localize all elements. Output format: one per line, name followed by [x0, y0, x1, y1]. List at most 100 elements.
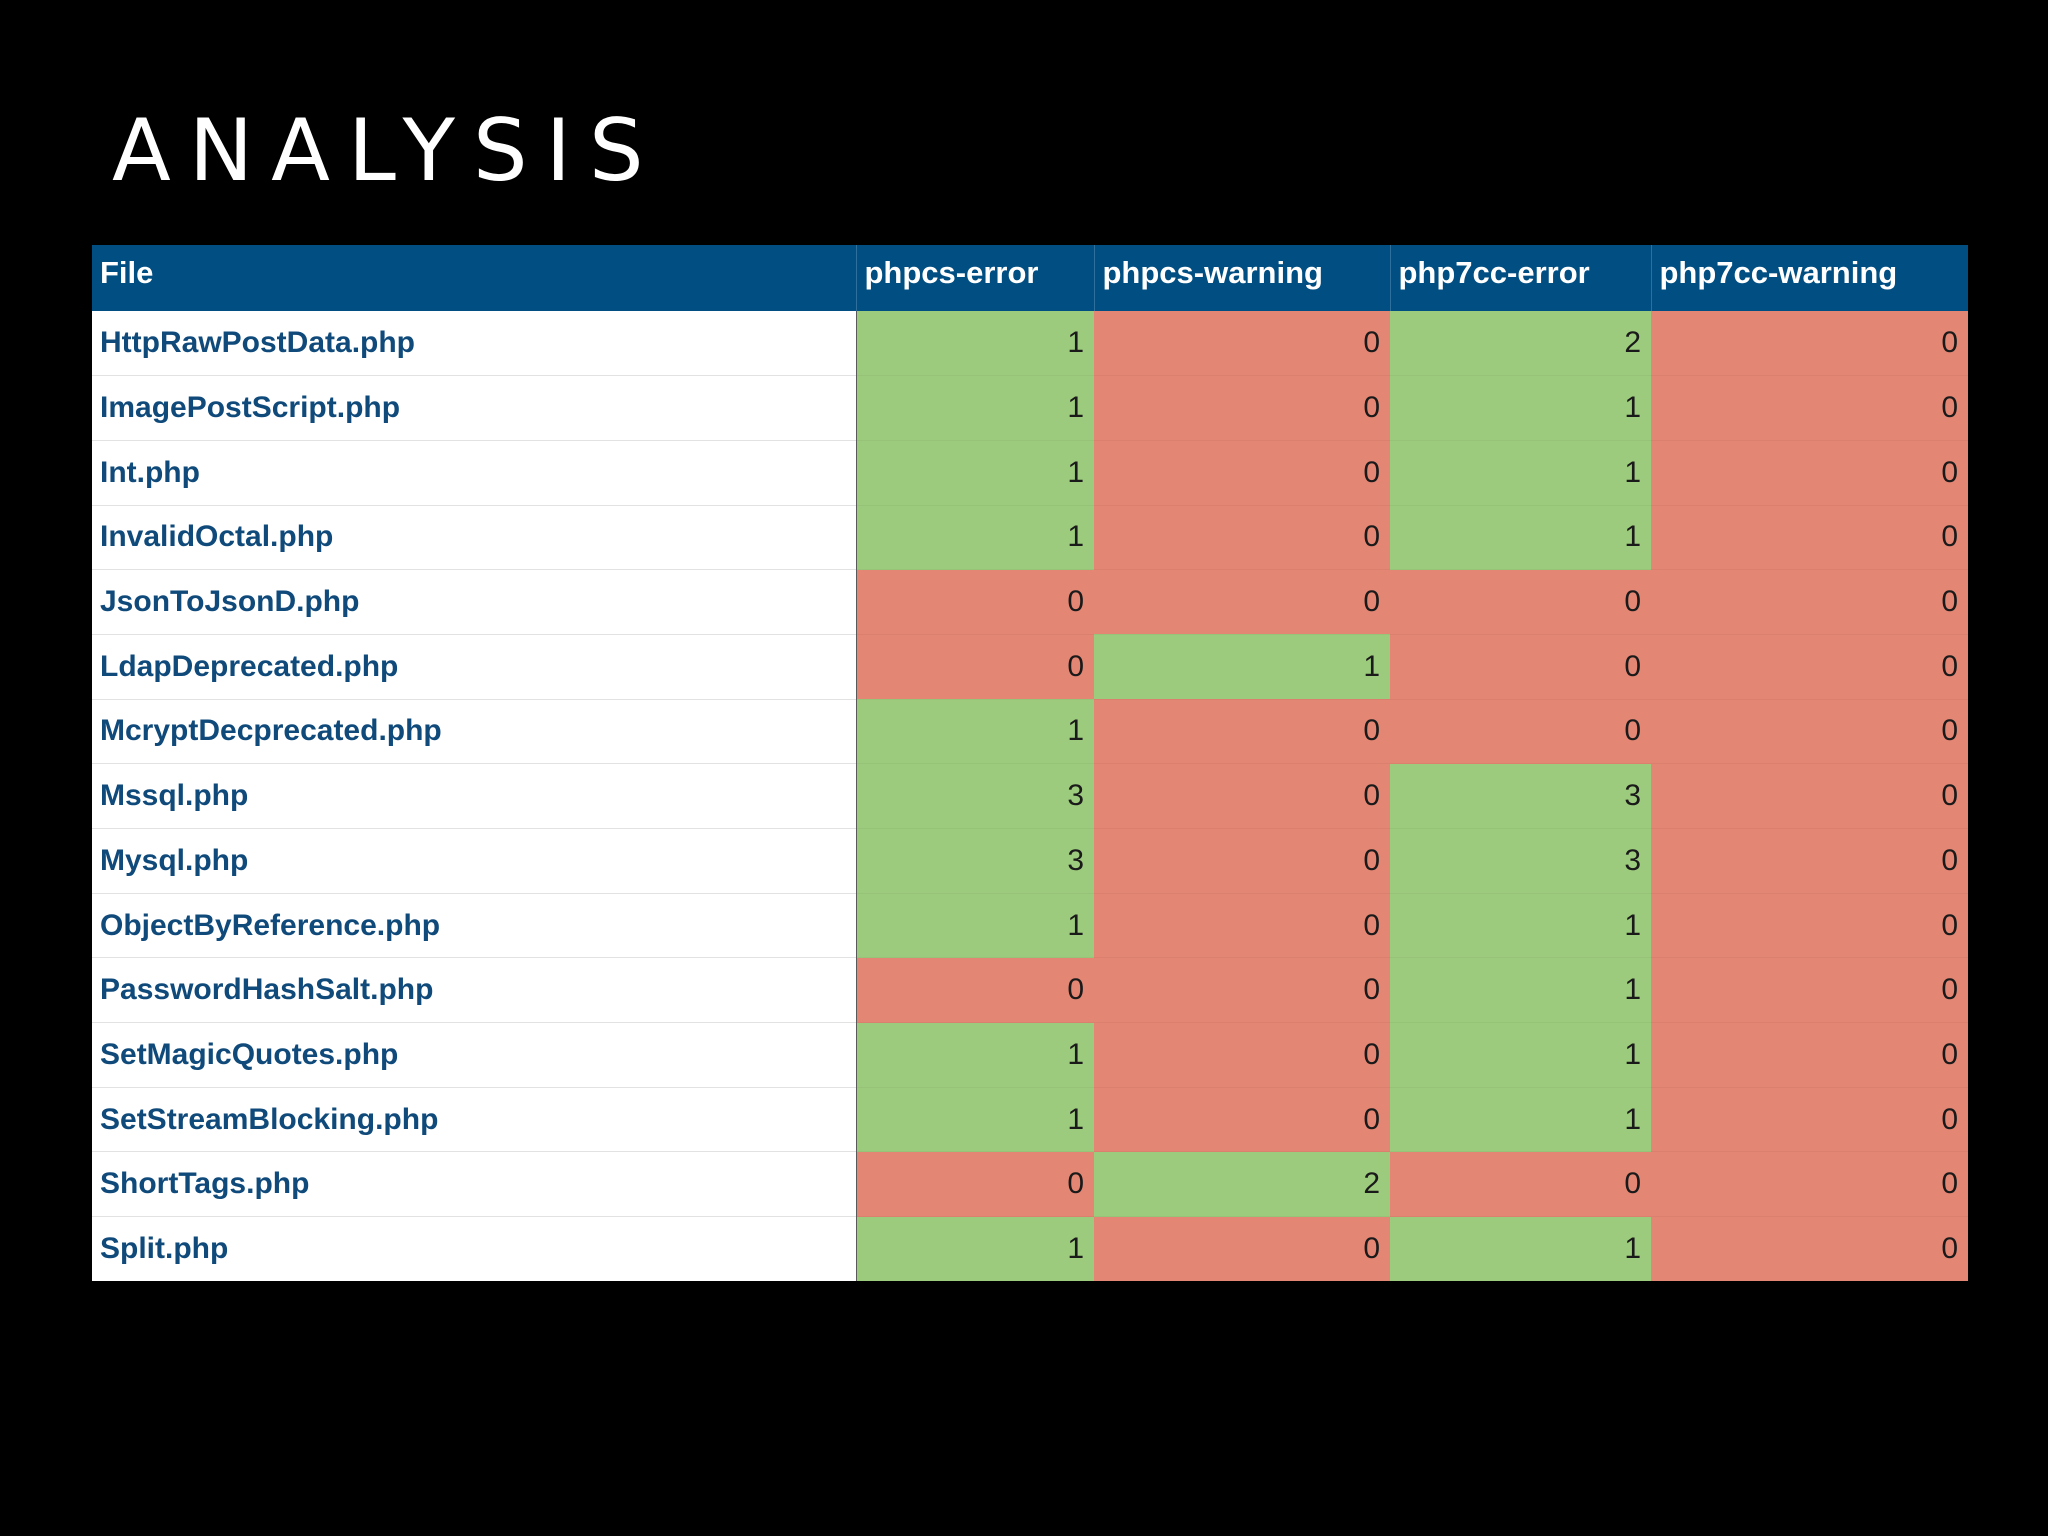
- file-name-cell: ImagePostScript.php: [92, 375, 857, 441]
- phpcs-warning-cell: 0: [1094, 1022, 1390, 1088]
- php7cc-warning-cell: 0: [1651, 439, 1968, 506]
- column-header-php7cc-error: php7cc-error: [1390, 245, 1652, 311]
- analysis-table: File phpcs-error phpcs-warning php7cc-er…: [92, 245, 1968, 1282]
- phpcs-warning-cell: 0: [1094, 375, 1390, 441]
- phpcs-error-cell: 0: [856, 569, 1094, 635]
- php7cc-warning-cell: 0: [1651, 1022, 1968, 1088]
- phpcs-error-cell: 0: [856, 1151, 1094, 1217]
- phpcs-warning-cell: 0: [1094, 957, 1390, 1023]
- php7cc-error-cell: 2: [1390, 311, 1651, 376]
- php7cc-error-cell: 3: [1390, 828, 1651, 894]
- php7cc-error-cell: 1: [1390, 375, 1651, 441]
- php7cc-error-cell: 0: [1390, 698, 1651, 764]
- file-name-cell: LdapDeprecated.php: [92, 633, 857, 700]
- file-name-cell: ShortTags.php: [92, 1151, 857, 1217]
- php7cc-warning-cell: 0: [1651, 1086, 1968, 1152]
- file-name-cell: InvalidOctal.php: [92, 504, 857, 570]
- file-name-cell: HttpRawPostData.php: [92, 311, 857, 376]
- phpcs-warning-cell: 0: [1094, 569, 1390, 635]
- php7cc-error-cell: 1: [1390, 504, 1651, 570]
- file-name-cell: SetStreamBlocking.php: [92, 1086, 857, 1152]
- phpcs-warning-cell: 0: [1094, 504, 1390, 570]
- phpcs-warning-cell: 2: [1094, 1151, 1390, 1217]
- table-row: McryptDecprecated.php 1 0 0 0: [92, 698, 1968, 764]
- file-name-cell: Int.php: [92, 439, 857, 506]
- column-header-phpcs-error: phpcs-error: [856, 245, 1095, 311]
- table-row: Split.php 1 0 1 0: [92, 1216, 1968, 1282]
- table-header: File phpcs-error phpcs-warning php7cc-er…: [92, 245, 1968, 311]
- table-row: LdapDeprecated.php 0 1 0 0: [92, 633, 1968, 700]
- table-row: PasswordHashSalt.php 0 0 1 0: [92, 957, 1968, 1023]
- file-name-cell: ObjectByReference.php: [92, 892, 857, 958]
- file-name-cell: Split.php: [92, 1216, 857, 1282]
- column-header-file: File: [92, 245, 857, 311]
- php7cc-warning-cell: 0: [1651, 504, 1968, 570]
- php7cc-error-cell: 0: [1390, 1151, 1651, 1217]
- phpcs-error-cell: 1: [856, 1216, 1094, 1282]
- phpcs-error-cell: 1: [856, 892, 1094, 958]
- column-header-phpcs-warning: phpcs-warning: [1094, 245, 1391, 311]
- table-row: JsonToJsonD.php 0 0 0 0: [92, 569, 1968, 635]
- php7cc-error-cell: 1: [1390, 1216, 1651, 1282]
- file-name-cell: JsonToJsonD.php: [92, 569, 857, 635]
- table-row: ImagePostScript.php 1 0 1 0: [92, 375, 1968, 441]
- php7cc-warning-cell: 0: [1651, 892, 1968, 958]
- slide-title: ANALYSIS: [112, 101, 662, 201]
- php7cc-warning-cell: 0: [1651, 1216, 1968, 1282]
- table-row: InvalidOctal.php 1 0 1 0: [92, 504, 1968, 570]
- file-name-cell: SetMagicQuotes.php: [92, 1022, 857, 1088]
- phpcs-error-cell: 1: [856, 698, 1094, 764]
- phpcs-warning-cell: 0: [1094, 439, 1390, 506]
- phpcs-error-cell: 0: [856, 633, 1094, 700]
- phpcs-error-cell: 1: [856, 439, 1094, 506]
- table-row: SetMagicQuotes.php 1 0 1 0: [92, 1022, 1968, 1088]
- phpcs-error-cell: 1: [856, 1086, 1094, 1152]
- phpcs-warning-cell: 0: [1094, 698, 1390, 764]
- phpcs-error-cell: 1: [856, 504, 1094, 570]
- table-row: SetStreamBlocking.php 1 0 1 0: [92, 1086, 1968, 1152]
- table-row: HttpRawPostData.php 1 0 2 0: [92, 311, 1968, 376]
- php7cc-error-cell: 1: [1390, 957, 1651, 1023]
- php7cc-warning-cell: 0: [1651, 311, 1968, 376]
- php7cc-error-cell: 3: [1390, 763, 1651, 829]
- phpcs-warning-cell: 0: [1094, 828, 1390, 894]
- file-name-cell: Mysql.php: [92, 828, 857, 894]
- phpcs-warning-cell: 0: [1094, 892, 1390, 958]
- php7cc-warning-cell: 0: [1651, 828, 1968, 894]
- file-name-cell: McryptDecprecated.php: [92, 698, 857, 764]
- php7cc-error-cell: 1: [1390, 892, 1651, 958]
- table-body: HttpRawPostData.php 1 0 2 0 ImagePostScript.p…: [92, 311, 1968, 1282]
- table-row: ShortTags.php 0 2 0 0: [92, 1151, 1968, 1217]
- php7cc-warning-cell: 0: [1651, 957, 1968, 1023]
- php7cc-warning-cell: 0: [1651, 633, 1968, 700]
- column-header-php7cc-warning: php7cc-warning: [1651, 245, 1968, 311]
- phpcs-error-cell: 3: [856, 763, 1094, 829]
- php7cc-error-cell: 1: [1390, 1022, 1651, 1088]
- table-row: Mysql.php 3 0 3 0: [92, 828, 1968, 894]
- phpcs-warning-cell: 0: [1094, 1216, 1390, 1282]
- php7cc-error-cell: 1: [1390, 439, 1651, 506]
- phpcs-warning-cell: 1: [1094, 633, 1390, 700]
- file-name-cell: PasswordHashSalt.php: [92, 957, 857, 1023]
- php7cc-warning-cell: 0: [1651, 763, 1968, 829]
- table-row: Int.php 1 0 1 0: [92, 439, 1968, 506]
- php7cc-warning-cell: 0: [1651, 375, 1968, 441]
- phpcs-warning-cell: 0: [1094, 1086, 1390, 1152]
- file-name-cell: Mssql.php: [92, 763, 857, 829]
- phpcs-warning-cell: 0: [1094, 763, 1390, 829]
- analysis-table-container: File phpcs-error phpcs-warning php7cc-er…: [92, 245, 1968, 1282]
- phpcs-error-cell: 1: [856, 311, 1094, 376]
- table-row: Mssql.php 3 0 3 0: [92, 763, 1968, 829]
- phpcs-error-cell: 3: [856, 828, 1094, 894]
- phpcs-error-cell: 1: [856, 375, 1094, 441]
- php7cc-error-cell: 0: [1390, 569, 1651, 635]
- phpcs-error-cell: 1: [856, 1022, 1094, 1088]
- php7cc-warning-cell: 0: [1651, 1151, 1968, 1217]
- phpcs-warning-cell: 0: [1094, 311, 1390, 376]
- php7cc-warning-cell: 0: [1651, 569, 1968, 635]
- php7cc-error-cell: 0: [1390, 633, 1651, 700]
- php7cc-warning-cell: 0: [1651, 698, 1968, 764]
- php7cc-error-cell: 1: [1390, 1086, 1651, 1152]
- header-row: File phpcs-error phpcs-warning php7cc-er…: [92, 245, 1968, 311]
- table-row: ObjectByReference.php 1 0 1 0: [92, 892, 1968, 958]
